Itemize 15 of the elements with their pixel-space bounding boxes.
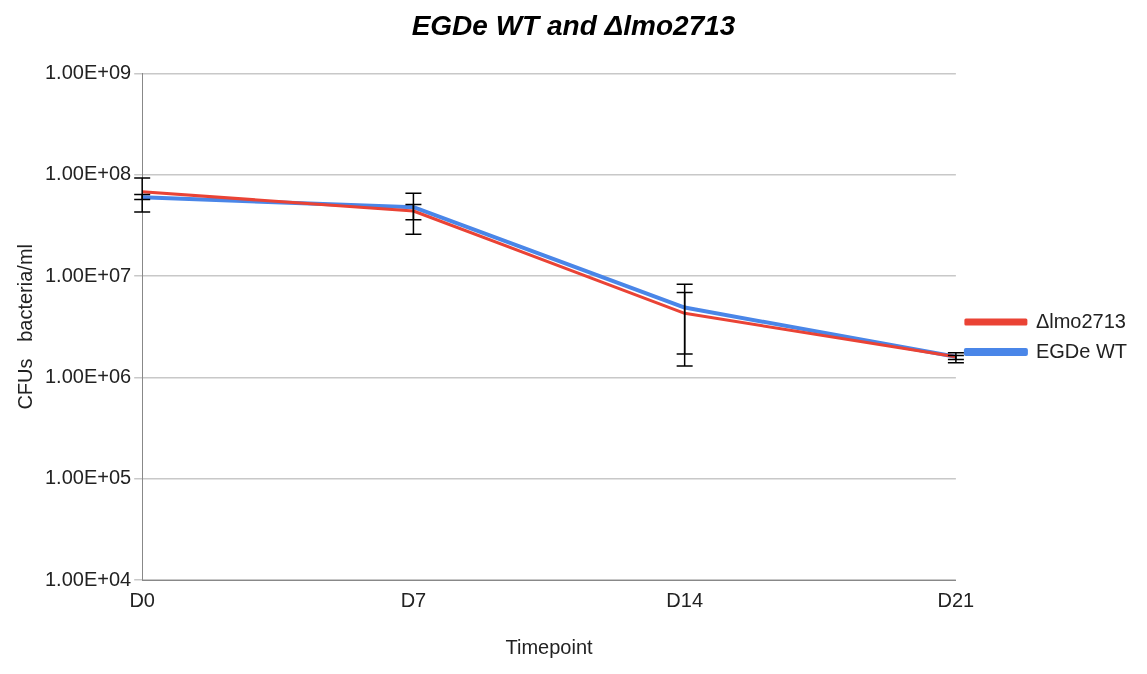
x-tick-label: D0: [129, 588, 155, 611]
y-tick-label: 1.00E+07: [44, 263, 132, 286]
y-tick-label: 1.00E+04: [44, 567, 132, 590]
y-axis-title: CFUs bacteria/ml: [13, 244, 36, 410]
x-tick-label: D7: [400, 588, 427, 611]
y-tick-label: 1.00E+08: [44, 162, 132, 185]
legend-label: EGDe WT: [1035, 339, 1128, 362]
legend-label: Δlmo2713: [1035, 309, 1126, 332]
y-tick-label: 1.00E+09: [44, 61, 132, 84]
y-tick-label: 1.00E+06: [44, 364, 132, 387]
x-axis-title: Timepoint: [505, 635, 594, 658]
chart-title: EGDe WT and Δlmo2713: [411, 9, 736, 41]
x-tick-label: D21: [937, 588, 975, 611]
x-tick-label: D14: [666, 588, 704, 611]
y-tick-label: 1.00E+05: [44, 466, 132, 489]
